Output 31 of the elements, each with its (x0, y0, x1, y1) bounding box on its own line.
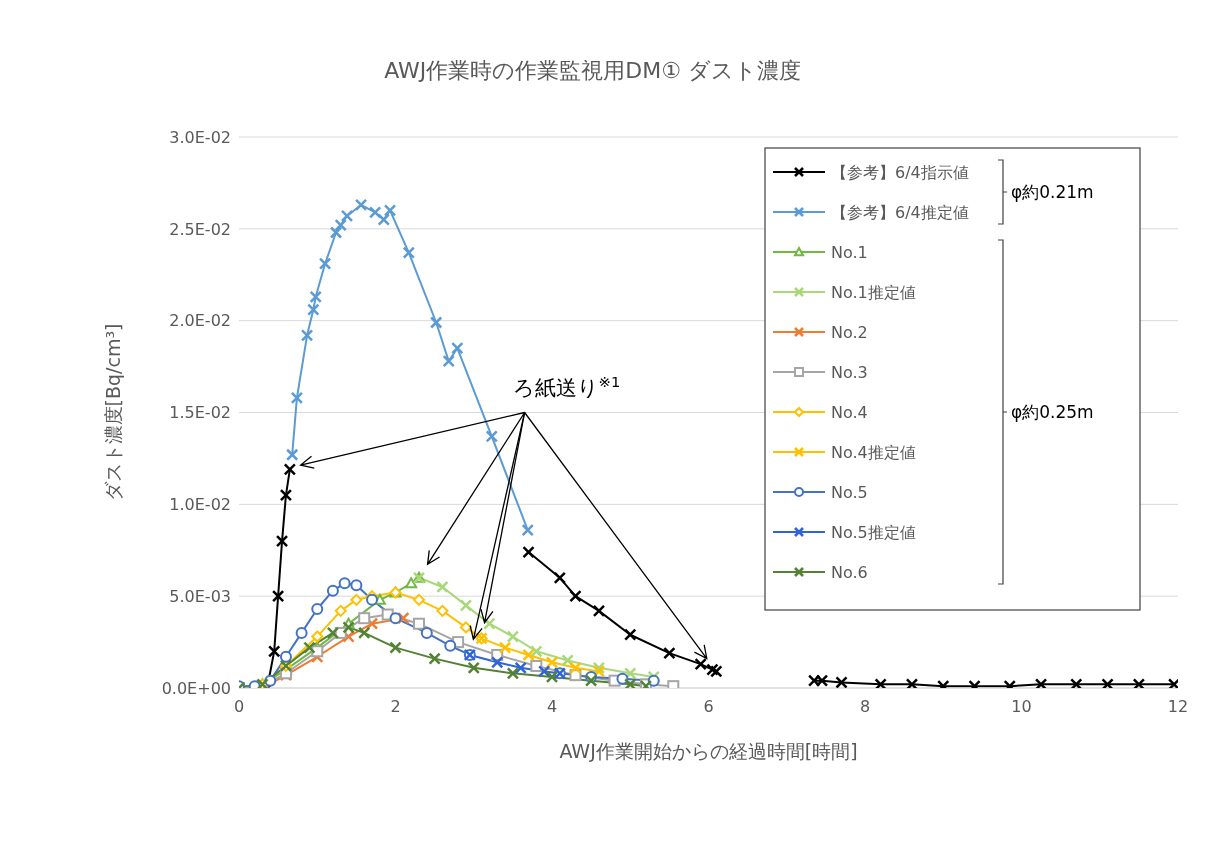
y-tick-label: 0.0E+00 (161, 678, 231, 698)
x-tick-label: 0 (233, 697, 245, 716)
x-tick-label: 12 (1167, 697, 1189, 716)
y-tick-label: 3.0E-02 (169, 127, 231, 147)
x-tick-label: 2 (390, 697, 401, 716)
y-tick-label: 2.5E-02 (169, 219, 231, 239)
y-tick-label: 2.0E-02 (169, 311, 231, 331)
chart-title: AWJ作業時の作業監視用DM① ダスト濃度 (384, 58, 801, 83)
legend-label: No.1 (831, 243, 868, 262)
x-tick-label: 8 (859, 697, 871, 716)
legend-label: No.4 (831, 403, 868, 422)
legend-label: No.2 (831, 323, 868, 342)
legend-label: No.3 (831, 363, 868, 382)
legend-label: 【参考】6/4指示値 (831, 163, 969, 182)
legend-label: No.1推定値 (831, 283, 916, 302)
legend-label: No.5推定値 (831, 523, 916, 542)
legend-label: 【参考】6/4推定値 (831, 203, 969, 222)
legend-label: No.6 (831, 563, 868, 582)
x-tick-label: 10 (1011, 697, 1032, 716)
legend-label: No.4推定値 (831, 443, 916, 462)
annotation: φ約0.21m (1011, 182, 1094, 202)
x-tick-label: 6 (703, 697, 714, 716)
annotation: φ約0.25m (1011, 402, 1094, 422)
y-axis-title: ダスト濃度[Bq/cm³] (101, 323, 124, 502)
y-tick-label: 1.5E-02 (169, 403, 231, 423)
annotation: ろ紙送り$^{※1}$ (512, 372, 621, 400)
y-tick-label: 1.0E-02 (169, 495, 231, 515)
legend-label: No.5 (831, 483, 868, 502)
y-tick-label: 5.0E-03 (169, 586, 231, 606)
x-tick-label: 4 (546, 697, 558, 716)
x-axis-title: AWJ作業開始からの経過時間[時間] (559, 740, 858, 762)
